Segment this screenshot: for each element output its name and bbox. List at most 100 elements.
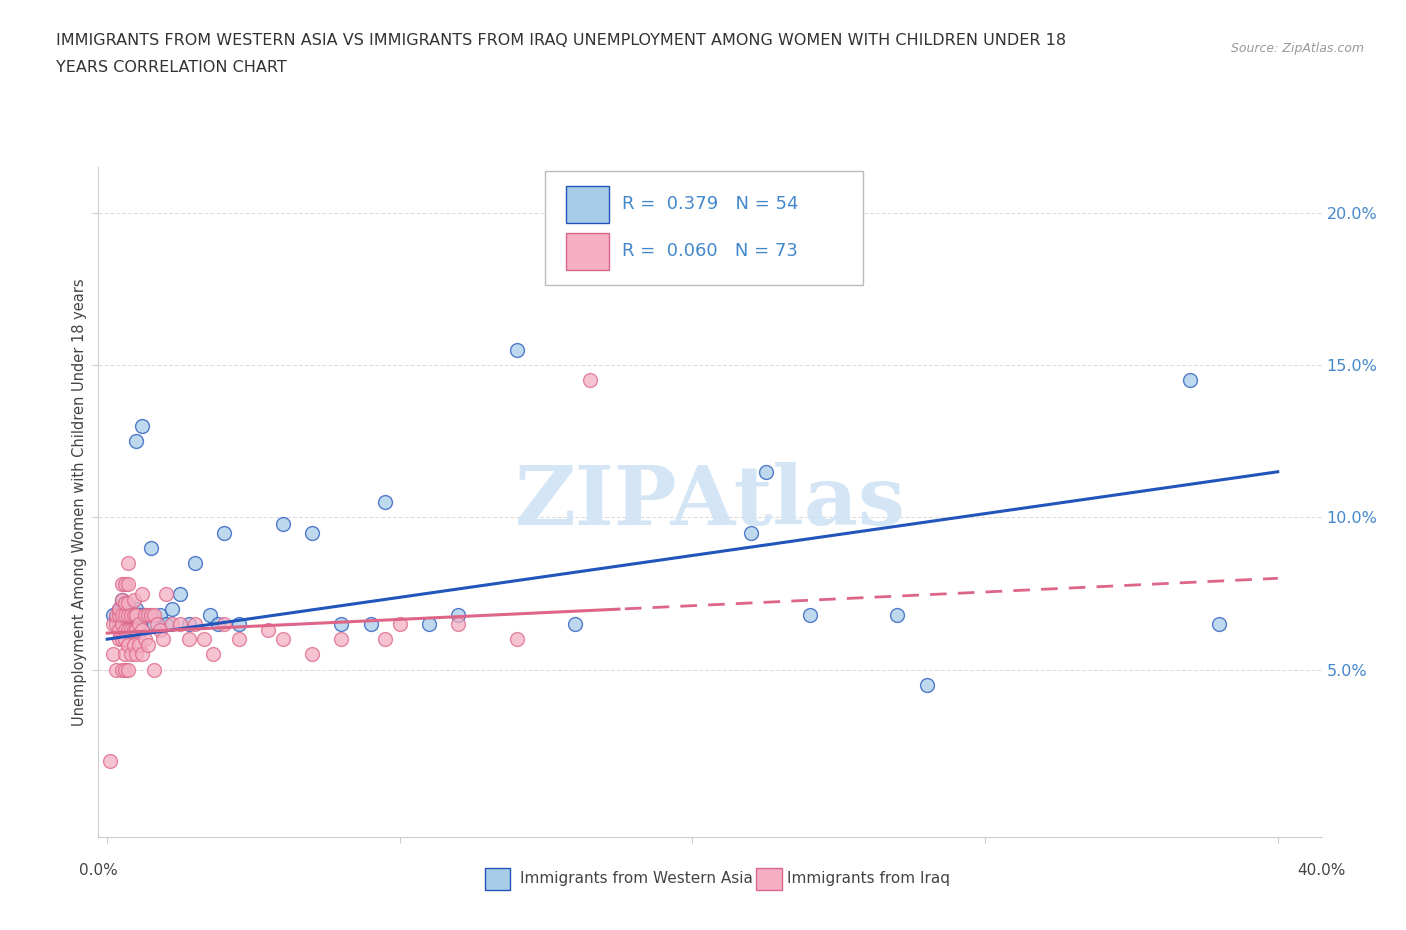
Point <box>740 525 762 540</box>
Bar <box>565 186 609 222</box>
Point <box>131 622 153 637</box>
Point <box>98 753 121 768</box>
Point <box>114 577 136 591</box>
Point <box>179 631 201 646</box>
Point <box>886 607 908 622</box>
Point <box>128 617 150 631</box>
Point <box>111 662 134 677</box>
Point <box>374 495 396 510</box>
Point <box>184 617 207 631</box>
Point <box>125 434 148 449</box>
Point <box>122 592 145 607</box>
Point <box>755 464 778 479</box>
Point <box>117 610 139 625</box>
Point <box>271 516 294 531</box>
Point <box>143 662 166 677</box>
Point <box>152 631 174 646</box>
Point <box>111 602 134 617</box>
Text: Immigrants from Western Asia: Immigrants from Western Asia <box>520 871 754 886</box>
Point <box>564 617 586 631</box>
Point <box>143 617 166 631</box>
Point <box>122 607 145 622</box>
Point <box>301 647 323 662</box>
Point <box>374 631 396 646</box>
Point <box>169 617 191 631</box>
Point <box>131 418 153 433</box>
Point <box>128 607 150 622</box>
Point <box>799 607 821 622</box>
Point <box>111 577 134 591</box>
Point <box>128 638 150 653</box>
Point <box>447 607 470 622</box>
Bar <box>565 232 609 270</box>
Point <box>184 555 207 570</box>
Point <box>111 592 134 607</box>
Text: IMMIGRANTS FROM WESTERN ASIA VS IMMIGRANTS FROM IRAQ UNEMPLOYMENT AMONG WOMEN WI: IMMIGRANTS FROM WESTERN ASIA VS IMMIGRAN… <box>56 33 1066 47</box>
Point <box>155 617 177 631</box>
Point <box>155 586 177 601</box>
Point <box>122 622 145 637</box>
Point <box>125 607 148 622</box>
Point <box>114 662 136 677</box>
Point <box>104 607 127 622</box>
Point <box>104 662 127 677</box>
Point <box>117 622 139 637</box>
Text: Immigrants from Iraq: Immigrants from Iraq <box>787 871 950 886</box>
Point <box>114 622 136 637</box>
Text: R =  0.060   N = 73: R = 0.060 N = 73 <box>621 242 797 260</box>
Point <box>143 607 166 622</box>
Point <box>125 647 148 662</box>
Point <box>108 622 131 637</box>
Point <box>257 622 280 637</box>
Point <box>117 617 139 631</box>
Point <box>111 607 134 622</box>
Point <box>114 607 136 622</box>
Point <box>120 647 142 662</box>
Point <box>418 617 440 631</box>
Point <box>136 607 159 622</box>
Point <box>104 617 127 631</box>
Point <box>198 607 221 622</box>
Point <box>101 607 124 622</box>
Point <box>101 617 124 631</box>
Y-axis label: Unemployment Among Women with Children Under 18 years: Unemployment Among Women with Children U… <box>72 278 87 726</box>
Point <box>139 607 162 622</box>
Point <box>108 631 131 646</box>
Point <box>114 631 136 646</box>
Point <box>117 555 139 570</box>
Text: YEARS CORRELATION CHART: YEARS CORRELATION CHART <box>56 60 287 75</box>
Point <box>108 602 131 617</box>
FancyBboxPatch shape <box>546 171 863 285</box>
Point <box>207 617 229 631</box>
Point <box>131 586 153 601</box>
Point <box>179 617 201 631</box>
Text: R =  0.379   N = 54: R = 0.379 N = 54 <box>621 195 799 213</box>
Point <box>1208 617 1230 631</box>
Point <box>201 647 224 662</box>
Point <box>136 638 159 653</box>
Point <box>330 617 353 631</box>
Point <box>149 607 172 622</box>
Point <box>134 631 156 646</box>
Point <box>114 595 136 610</box>
Point <box>117 607 139 622</box>
Point <box>506 342 529 357</box>
Point <box>114 617 136 631</box>
Point <box>111 592 134 607</box>
Point <box>146 617 169 631</box>
Point <box>212 525 235 540</box>
Point <box>301 525 323 540</box>
Point <box>120 602 142 617</box>
Point <box>388 617 411 631</box>
Point <box>271 631 294 646</box>
Point <box>447 617 470 631</box>
Point <box>120 610 142 625</box>
Point <box>134 607 156 622</box>
Point <box>228 617 250 631</box>
Point <box>117 662 139 677</box>
Point <box>114 595 136 610</box>
Text: ZIPAtlas: ZIPAtlas <box>515 462 905 542</box>
Point <box>330 631 353 646</box>
Point <box>111 617 134 631</box>
Text: Source: ZipAtlas.com: Source: ZipAtlas.com <box>1230 42 1364 55</box>
